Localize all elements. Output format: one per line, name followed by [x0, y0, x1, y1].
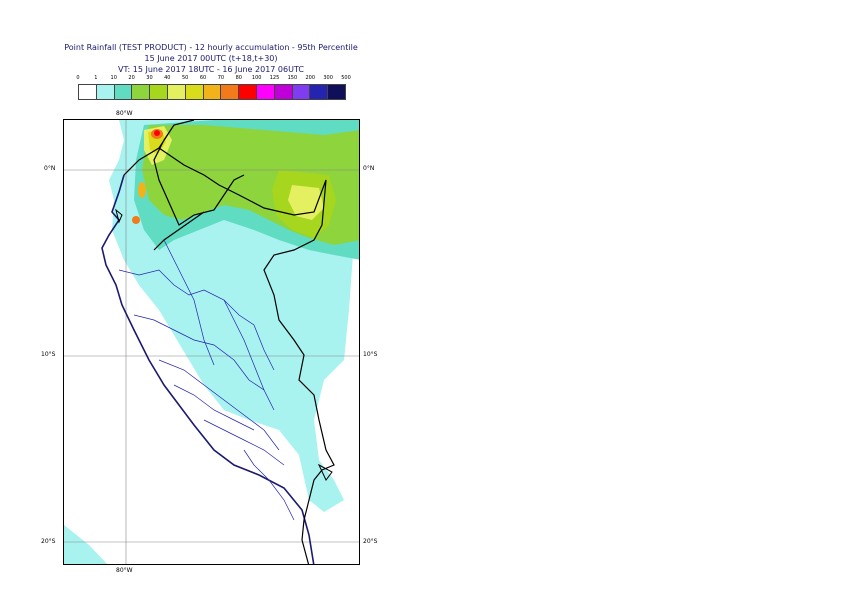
lat-label-20s-right: 20°S [363, 538, 378, 545]
legend-color-bar [78, 84, 346, 100]
legend-label: 150 [287, 75, 298, 81]
legend-label: 70 [217, 75, 225, 81]
lat-label-20s-left: 20°S [41, 538, 56, 545]
legend-swatch [292, 85, 311, 99]
rainfall-cell-coast-b [132, 216, 140, 224]
legend-swatch [114, 85, 133, 99]
admin-boundaries [118, 239, 295, 521]
rainfall-map [63, 119, 360, 565]
legend-swatch [79, 85, 97, 99]
legend-label: 30 [146, 75, 153, 81]
legend-label: 300 [323, 75, 333, 81]
legend-swatch [96, 85, 115, 99]
lat-label-10s-right: 10°S [363, 351, 378, 358]
legend-labels: 0 1 10 20 30 40 50 60 70 80 100 125 150 … [76, 75, 350, 84]
legend-swatch [150, 85, 168, 99]
rainfall-map-svg [64, 120, 359, 564]
legend-swatch [328, 85, 345, 99]
map-subtitle-run: 15 June 2017 00UTC (t+18,t+30) [144, 54, 278, 63]
legend-label: 0 [76, 75, 80, 81]
lat-label-10s-left: 10°S [41, 351, 56, 358]
legend-label: 50 [182, 75, 189, 81]
legend-label: 500 [341, 75, 351, 81]
legend-label: 80 [235, 75, 242, 81]
legend-label: 200 [305, 75, 316, 81]
legend-label: 1 [94, 75, 98, 81]
rainfall-cell-coast-a [138, 182, 146, 198]
coastline [101, 174, 315, 564]
rainfall-cell-80-100 [154, 130, 160, 136]
coastline-islands [115, 208, 333, 481]
lat-label-eq-right: 0°N [363, 165, 375, 172]
legend-label: 40 [164, 75, 171, 81]
graticule [64, 120, 359, 564]
legend-label: 20 [128, 75, 135, 81]
legend-swatch [221, 85, 240, 99]
legend-swatch [310, 85, 329, 99]
legend-swatch [256, 85, 275, 99]
legend-swatch [185, 85, 204, 99]
map-title: Point Rainfall (TEST PRODUCT) - 12 hourl… [64, 43, 358, 52]
legend-swatch [203, 85, 222, 99]
country-border [123, 120, 335, 564]
legend-swatch [132, 85, 151, 99]
legend-swatch [167, 85, 186, 99]
lon-label-bottom: 80°W [116, 567, 133, 574]
map-subtitle-valid-time: VT: 15 June 2017 18UTC - 16 June 2017 06… [118, 65, 304, 74]
legend-label: 10 [110, 75, 117, 81]
lat-label-eq-left: 0°N [44, 165, 56, 172]
rainfall-area-40-50 [288, 185, 324, 220]
legend-label: 125 [269, 75, 280, 81]
lon-label-top: 80°W [116, 110, 133, 117]
legend-swatch [274, 85, 293, 99]
legend-label: 100 [251, 75, 262, 81]
legend-label: 60 [199, 75, 207, 81]
legend-swatch [239, 85, 257, 99]
rainfall-area-1-10-coast [64, 525, 108, 564]
